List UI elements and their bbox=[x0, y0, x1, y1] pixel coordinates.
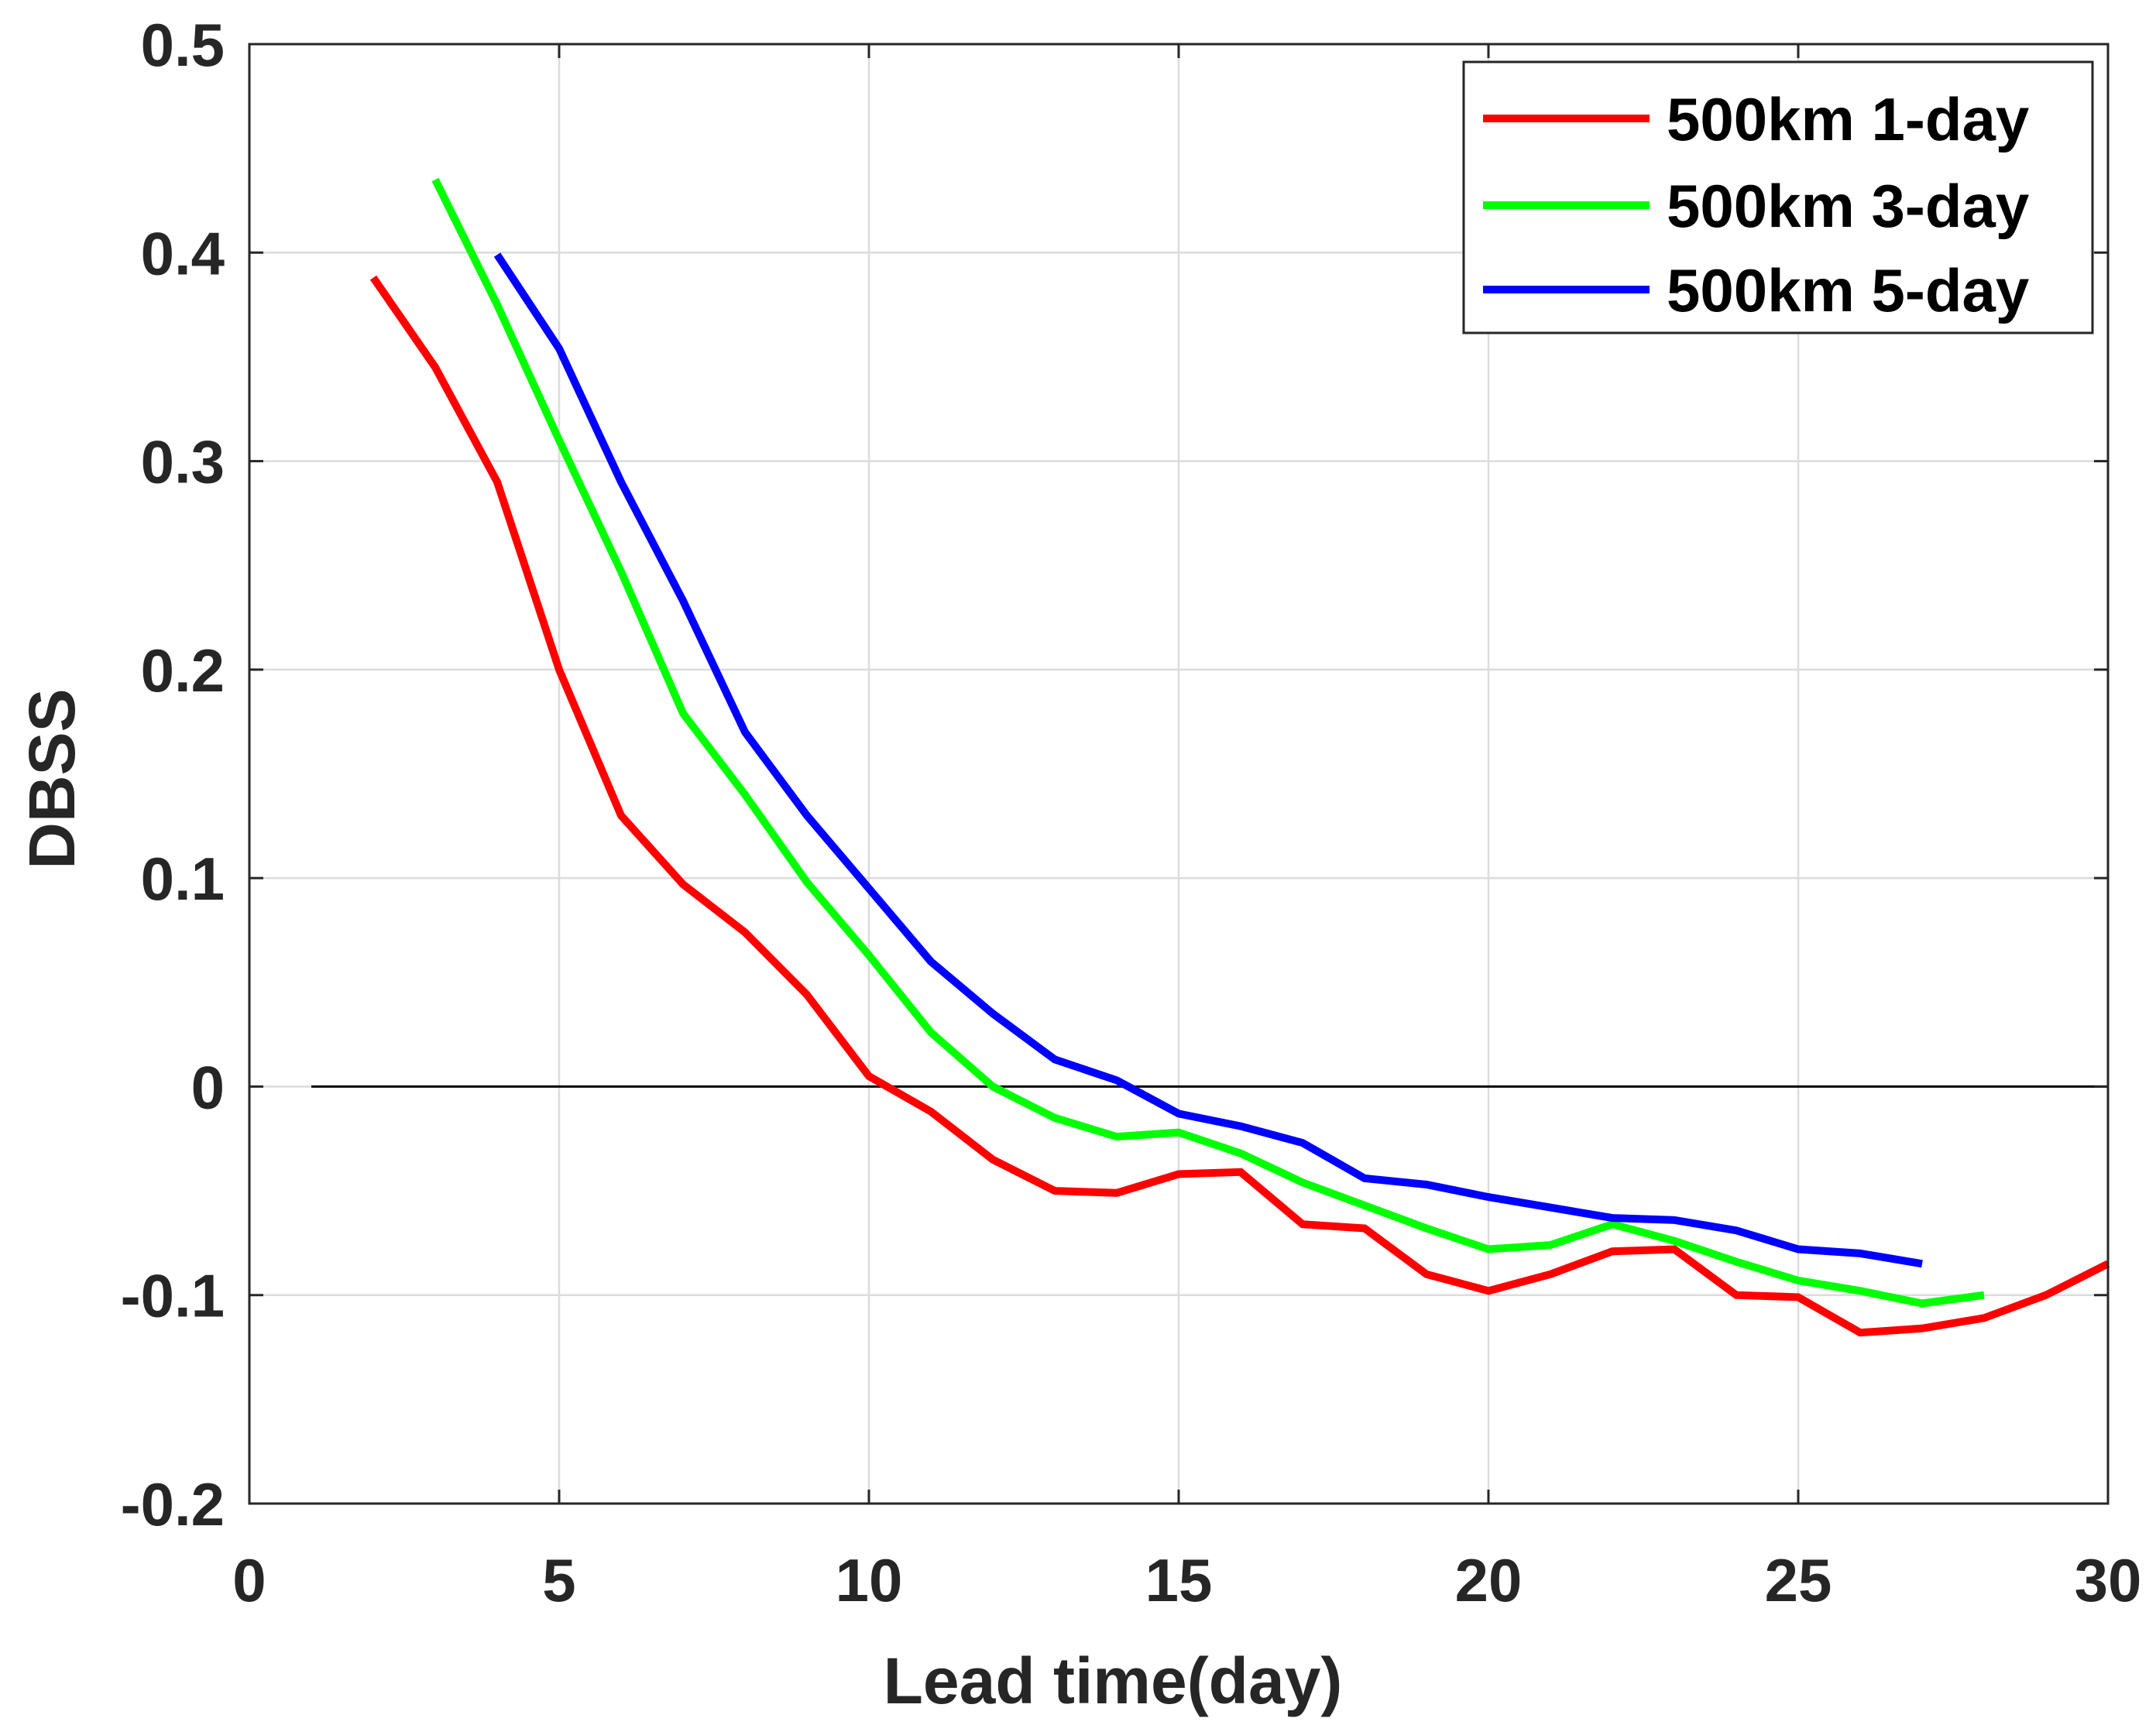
x-tick-label: 0 bbox=[232, 1546, 266, 1614]
series-line-1 bbox=[369, 275, 2110, 1337]
legend-label-1: 500km 1-day bbox=[1667, 85, 2029, 153]
x-tick-label: 10 bbox=[836, 1546, 903, 1614]
legend: 500km 1-day 500km 3-day 500km 5-day bbox=[1462, 60, 2094, 334]
x-tick-label: 15 bbox=[1145, 1546, 1213, 1614]
y-tick-label: 0.5 bbox=[141, 11, 225, 79]
legend-label-3: 500km 5-day bbox=[1667, 256, 2029, 324]
legend-label-2: 500km 3-day bbox=[1667, 172, 2029, 240]
x-tick-label: 25 bbox=[1765, 1546, 1832, 1614]
y-axis-title: DBSS bbox=[15, 688, 88, 869]
y-tick-label: -0.2 bbox=[121, 1470, 225, 1538]
axes-layer bbox=[248, 43, 2110, 1505]
y-tick-label: 0.3 bbox=[141, 428, 225, 496]
y-tick-label: -0.1 bbox=[121, 1262, 225, 1330]
y-tick-label: 0.1 bbox=[141, 845, 225, 913]
x-tick-label: 5 bbox=[542, 1546, 575, 1614]
x-tick-label: 30 bbox=[2075, 1546, 2142, 1614]
y-tick-label: 0.2 bbox=[141, 636, 225, 705]
x-axis-title: Lead time(day) bbox=[884, 1644, 1343, 1717]
series-line-3 bbox=[493, 252, 1923, 1268]
y-tick-label: 0 bbox=[191, 1053, 225, 1121]
series-line-2 bbox=[431, 177, 1985, 1308]
y-tick-label: 0.4 bbox=[141, 219, 225, 287]
series-layer bbox=[369, 177, 2110, 1337]
tick-label-layer: 0 5 10 15 20 25 30 -0.2 -0.1 0 0.1 0.2 0.3 0.4 0.5 bbox=[121, 11, 2142, 1614]
x-tick-label: 20 bbox=[1455, 1546, 1523, 1614]
